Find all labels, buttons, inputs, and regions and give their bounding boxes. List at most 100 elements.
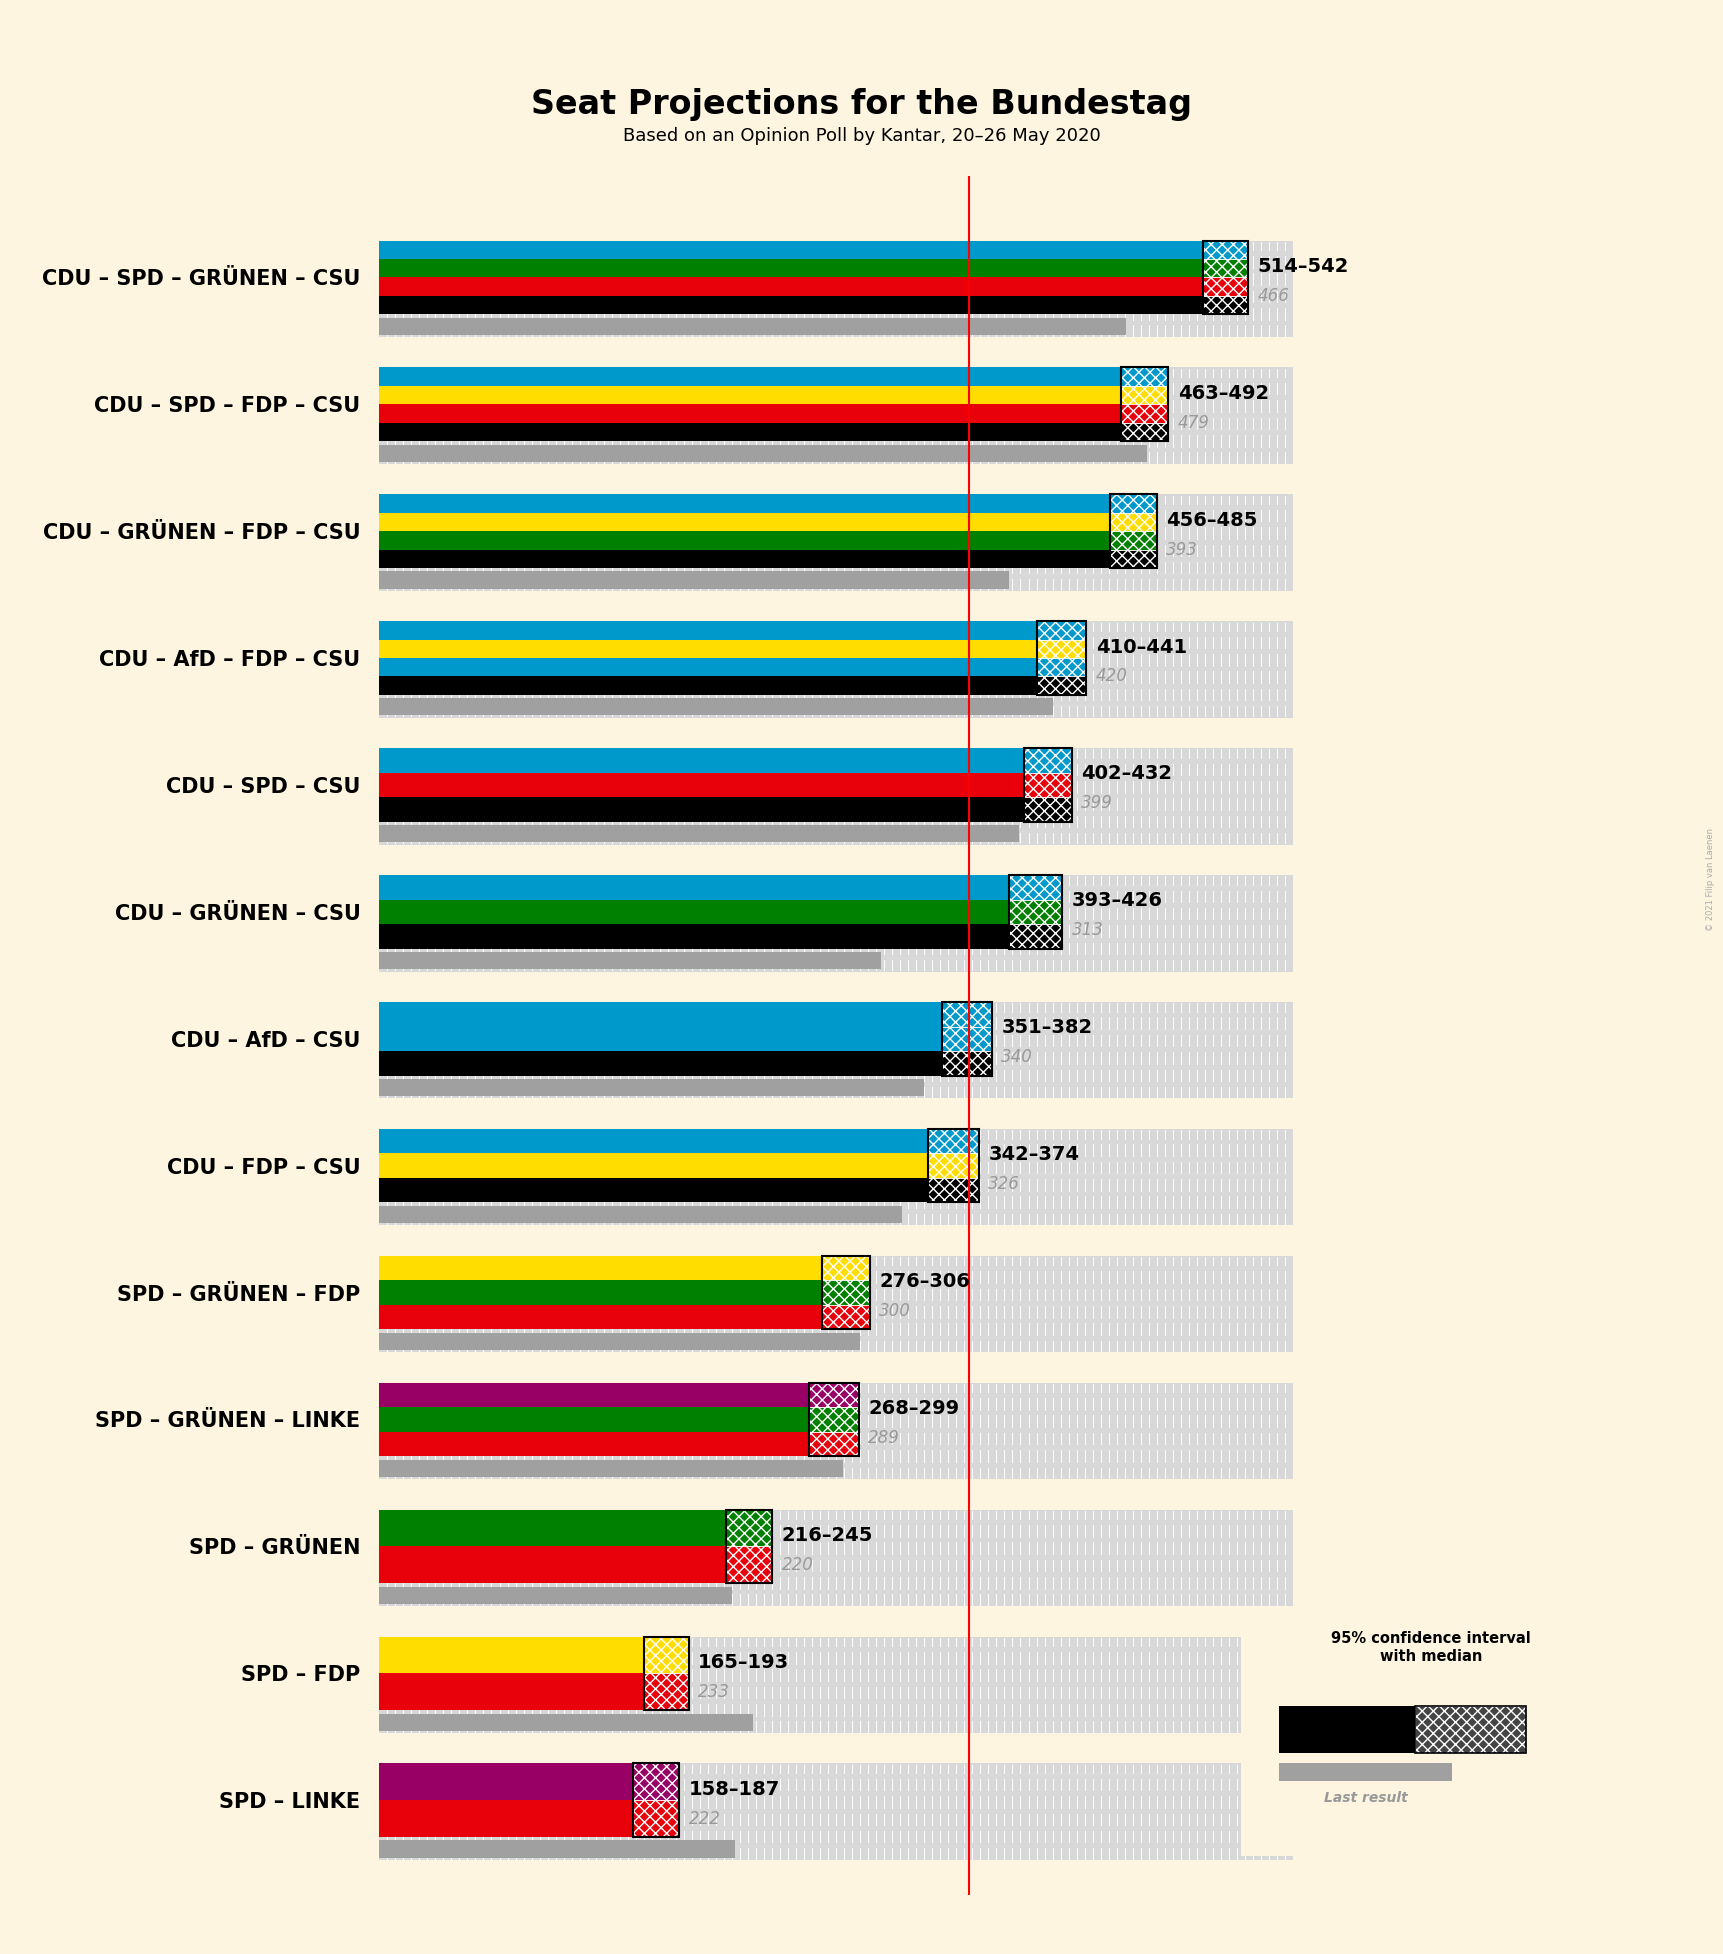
Bar xyxy=(1110,512,1156,531)
Bar xyxy=(379,367,1122,385)
Bar xyxy=(379,1280,822,1305)
Bar xyxy=(1122,385,1166,404)
Bar xyxy=(927,1178,979,1202)
Bar xyxy=(1110,512,1156,531)
Text: 95% confidence interval
with median: 95% confidence interval with median xyxy=(1330,1632,1530,1663)
Bar xyxy=(1203,295,1247,315)
Bar xyxy=(379,277,1203,295)
Bar xyxy=(379,1407,808,1432)
Bar xyxy=(379,875,1008,899)
Bar xyxy=(379,404,1122,422)
Bar xyxy=(1036,639,1085,658)
Bar xyxy=(822,1305,870,1329)
Bar xyxy=(379,639,1036,658)
Bar xyxy=(808,1432,858,1456)
Bar xyxy=(1203,277,1247,295)
Bar xyxy=(1415,1706,1525,1753)
Bar xyxy=(632,1800,679,1837)
Bar xyxy=(379,1333,860,1350)
Bar xyxy=(927,1153,979,1178)
Text: 276–306: 276–306 xyxy=(879,1272,970,1292)
Bar xyxy=(927,1129,979,1202)
Bar xyxy=(927,1129,979,1153)
Bar xyxy=(379,1256,822,1280)
Bar xyxy=(1008,875,1061,899)
Text: © 2021 Filip van Laenen: © 2021 Filip van Laenen xyxy=(1706,828,1714,930)
Bar xyxy=(379,1026,941,1051)
Bar xyxy=(941,1051,991,1075)
Text: Last result: Last result xyxy=(1323,1790,1406,1805)
Bar xyxy=(822,1256,870,1280)
Bar xyxy=(643,1673,687,1710)
Bar xyxy=(1110,549,1156,569)
Bar xyxy=(941,1051,991,1075)
Bar xyxy=(379,367,1292,463)
Bar xyxy=(1008,924,1061,950)
Bar xyxy=(1122,385,1166,404)
Text: 300: 300 xyxy=(879,1301,911,1321)
Bar xyxy=(927,1129,979,1153)
Text: 420: 420 xyxy=(1096,668,1127,686)
Bar xyxy=(1110,531,1156,549)
Bar xyxy=(822,1280,870,1305)
Bar xyxy=(941,1002,991,1026)
Bar xyxy=(379,494,1292,590)
Bar xyxy=(725,1510,772,1583)
Bar xyxy=(632,1763,679,1837)
Bar xyxy=(1415,1706,1525,1753)
Bar xyxy=(379,494,1110,512)
Bar xyxy=(1110,531,1156,549)
Text: 158–187: 158–187 xyxy=(687,1780,779,1800)
Bar xyxy=(379,875,1292,971)
Bar xyxy=(725,1546,772,1583)
Text: 402–432: 402–432 xyxy=(1080,764,1172,784)
Bar xyxy=(822,1256,870,1329)
Bar xyxy=(1036,621,1085,639)
Bar xyxy=(643,1673,687,1710)
Text: 268–299: 268–299 xyxy=(868,1399,958,1419)
Bar xyxy=(379,772,1023,797)
Bar xyxy=(379,240,1203,260)
Bar xyxy=(1036,658,1085,676)
Bar xyxy=(1023,772,1072,797)
Bar xyxy=(632,1763,679,1800)
Text: 466: 466 xyxy=(1258,287,1289,305)
Bar xyxy=(379,1510,725,1546)
Text: 220: 220 xyxy=(781,1555,813,1573)
Bar xyxy=(379,1051,941,1075)
Bar xyxy=(1023,797,1072,823)
Bar xyxy=(1036,621,1085,639)
Bar xyxy=(822,1280,870,1305)
Bar xyxy=(379,571,1008,588)
Text: 463–492: 463–492 xyxy=(1177,383,1268,403)
Bar xyxy=(379,676,1036,696)
Bar xyxy=(1110,549,1156,569)
Bar xyxy=(379,1178,927,1202)
Bar xyxy=(808,1383,858,1407)
Bar xyxy=(379,621,1036,639)
Bar xyxy=(1036,621,1085,696)
Bar xyxy=(379,924,1008,950)
Bar xyxy=(1008,924,1061,950)
Bar xyxy=(1023,772,1072,797)
Bar xyxy=(379,1256,1292,1352)
Bar xyxy=(725,1510,772,1546)
Bar xyxy=(1008,875,1061,899)
Text: 342–374: 342–374 xyxy=(987,1145,1079,1165)
Bar xyxy=(941,1002,991,1075)
Text: 216–245: 216–245 xyxy=(781,1526,872,1546)
Bar xyxy=(379,1673,643,1710)
Text: 393–426: 393–426 xyxy=(1072,891,1161,911)
Bar xyxy=(1036,676,1085,696)
Bar xyxy=(379,899,1008,924)
Bar xyxy=(379,1637,643,1673)
Bar xyxy=(379,1546,725,1583)
Bar xyxy=(822,1256,870,1280)
Bar xyxy=(1203,260,1247,277)
Text: 222: 222 xyxy=(687,1809,720,1827)
Bar xyxy=(1122,422,1166,442)
Bar xyxy=(1023,748,1072,772)
Bar xyxy=(808,1383,858,1456)
Text: 340: 340 xyxy=(1001,1047,1032,1067)
Text: 351–382: 351–382 xyxy=(1001,1018,1092,1038)
